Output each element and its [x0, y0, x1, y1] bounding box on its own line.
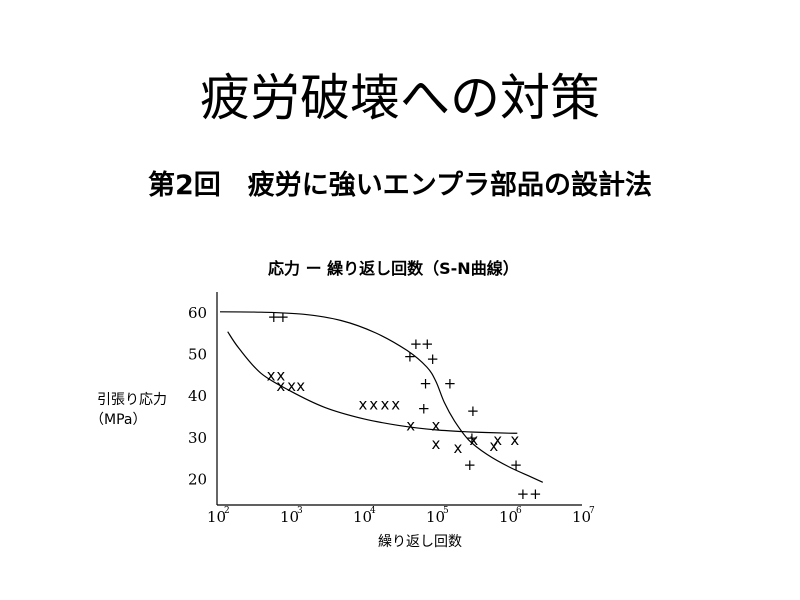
plus-marker: +	[517, 485, 530, 503]
sn-curves	[219, 311, 544, 483]
data-points: +++++++ ++ +++ ++ +x xx x xx x x xx xx x x xx x	[267, 308, 542, 503]
plus-marker: +	[463, 456, 476, 474]
plus-marker: +	[467, 402, 480, 420]
y-tick-label: 30	[188, 429, 207, 447]
x-tick-exponent: 3	[297, 506, 303, 516]
x-marker: x	[469, 431, 478, 449]
x-marker: x	[276, 377, 285, 395]
page-subtitle: 第2回 疲労に強いエンプラ部品の設計法	[148, 170, 652, 201]
x-marker: x	[493, 431, 502, 449]
x-marker: x	[276, 366, 285, 384]
x-marker: x	[296, 377, 305, 395]
plus-marker: +	[529, 485, 542, 503]
plus-marker: +	[444, 375, 457, 393]
y-tick-labels: 60 50 40 30 20	[188, 304, 207, 488]
page-title: 疲労破壊への対策	[200, 69, 600, 127]
x-tick-exponent: 2	[224, 506, 230, 516]
x-marker: x	[391, 396, 400, 414]
x-tick-exponent: 6	[516, 506, 522, 516]
plus-marker: +	[510, 456, 523, 474]
x-tick-exponent: 4	[370, 506, 376, 516]
x-marker: x	[381, 396, 390, 414]
plus-marker: +	[410, 335, 423, 353]
chart-title: 応力 ー 繰り返し回数（S-N曲線）	[268, 259, 519, 278]
sn-curve-series-1	[219, 311, 544, 483]
plus-marker: +	[466, 429, 479, 447]
sn-curve-series-2	[227, 331, 518, 434]
x-tick-label: 10	[353, 508, 372, 526]
x-axis-label: 繰り返し回数	[378, 534, 462, 550]
x-marker: x	[510, 431, 519, 449]
x-tick-label: 10	[572, 508, 591, 526]
x-tick-label: 10	[426, 508, 445, 526]
x-marker: x	[359, 396, 368, 414]
x-tick-label: 10	[280, 508, 299, 526]
plus-marker: +	[277, 308, 290, 326]
x-marker: x	[432, 416, 441, 434]
plus-marker: +	[417, 400, 430, 418]
x-tick-labels: 102 103 104 105 106 107	[207, 506, 595, 526]
x-marker: x	[489, 437, 498, 455]
x-marker: x	[287, 377, 296, 395]
y-axis-unit: （MPa）	[90, 412, 146, 428]
y-axis-label: 引張り応力	[97, 392, 167, 408]
plus-marker: +	[426, 350, 439, 368]
x-tick-exponent: 5	[443, 506, 449, 516]
x-marker: x	[406, 416, 415, 434]
y-tick-label: 40	[188, 387, 207, 405]
y-tick-label: 20	[188, 470, 207, 488]
x-marker: x	[267, 366, 276, 384]
y-tick-label: 60	[188, 304, 207, 322]
x-marker: x	[432, 435, 441, 453]
plus-marker: +	[421, 335, 434, 353]
x-tick-label: 10	[499, 508, 518, 526]
y-tick-label: 50	[188, 346, 207, 364]
plus-marker: +	[404, 348, 417, 366]
x-marker: x	[454, 439, 463, 457]
plus-marker: +	[419, 375, 432, 393]
plus-marker: +	[268, 308, 281, 326]
x-tick-exponent: 7	[589, 506, 595, 516]
x-marker: x	[369, 396, 378, 414]
x-tick-label: 10	[207, 508, 226, 526]
